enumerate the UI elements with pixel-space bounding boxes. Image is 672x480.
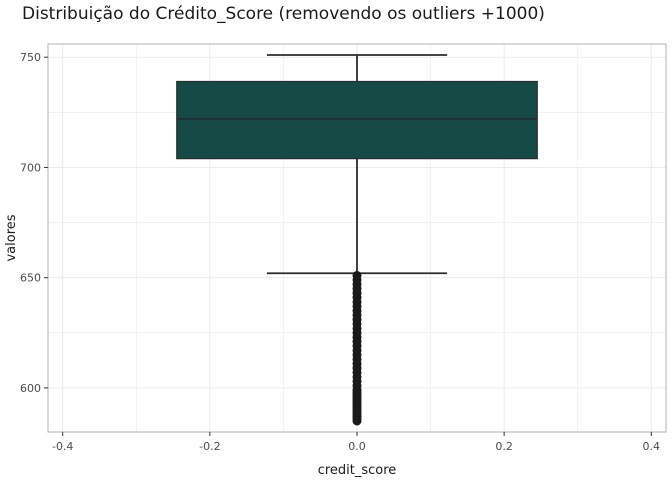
y-axis-title: valores — [4, 214, 19, 261]
box-layer — [176, 54, 538, 275]
outlier-layer — [352, 270, 362, 426]
x-tick-label: 0.2 — [495, 440, 513, 453]
y-tick-label: 650 — [20, 272, 41, 285]
x-axis: -0.4 -0.2 0.0 0.2 0.4 — [52, 432, 660, 453]
chart-title: Distribuição do Crédito_Score (removendo… — [22, 4, 545, 24]
x-axis-title: credit_score — [318, 463, 397, 478]
x-tick-label: -0.4 — [52, 440, 73, 453]
x-tick-label: 0.4 — [643, 440, 661, 453]
y-axis: 600 650 700 750 — [20, 51, 48, 395]
outlier-point — [352, 416, 362, 426]
y-tick-label: 600 — [20, 382, 41, 395]
x-tick-label: -0.2 — [199, 440, 220, 453]
y-tick-label: 750 — [20, 51, 41, 64]
y-tick-label: 700 — [20, 161, 41, 174]
x-tick-label: 0.0 — [348, 440, 366, 453]
box-iqr — [176, 80, 538, 160]
